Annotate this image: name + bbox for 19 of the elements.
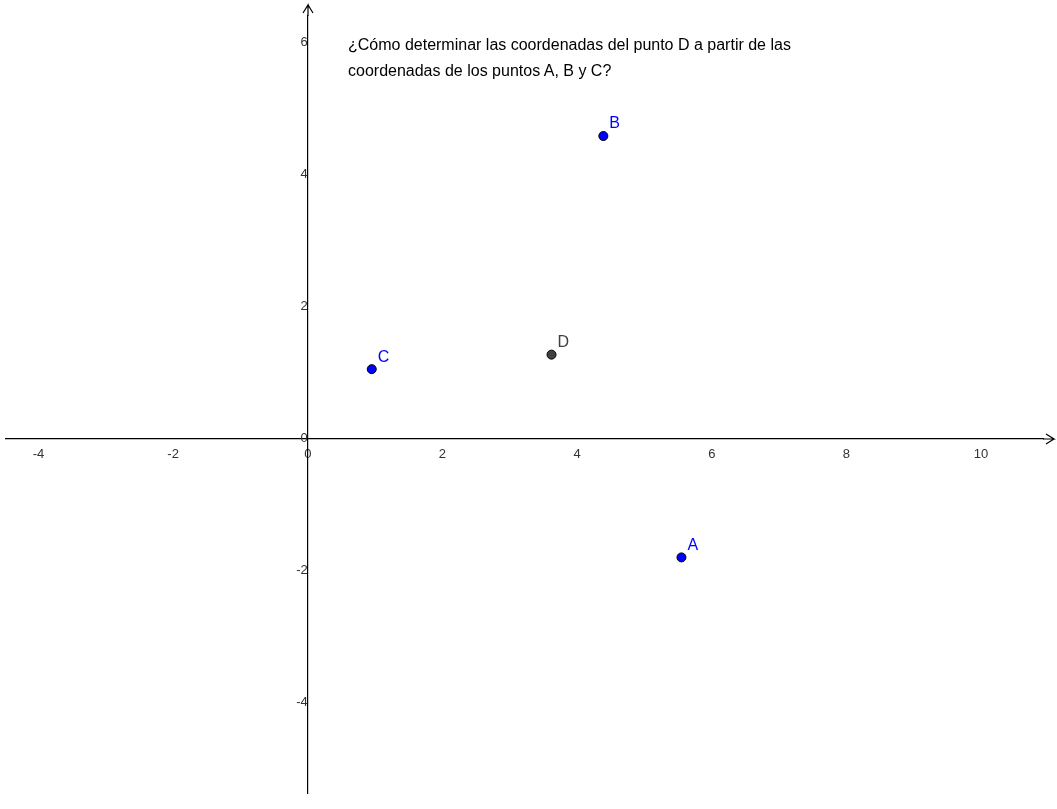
y-tick-label: -2 xyxy=(296,562,308,578)
point xyxy=(676,552,687,563)
x-tick-label: 10 xyxy=(973,445,989,461)
y-tick-label: 6 xyxy=(300,33,308,49)
series-label: A xyxy=(687,535,699,553)
series-label: C xyxy=(377,347,390,365)
series-label: B xyxy=(609,114,621,132)
x-tick-label: 6 xyxy=(708,445,716,461)
point xyxy=(598,131,609,142)
x-tick-label: 2 xyxy=(438,445,447,461)
x-tick-label: -2 xyxy=(167,445,179,461)
point xyxy=(546,349,557,360)
x-tick-label: 4 xyxy=(573,445,581,461)
x-tick-label: 8 xyxy=(842,445,851,461)
series-label: D xyxy=(557,333,570,351)
point xyxy=(366,364,377,375)
y-tick-label: 2 xyxy=(300,297,308,313)
x-tick-label: -4 xyxy=(32,445,45,461)
text: ¿Cómo determinar las coordenadas del punto D a partir de las coordenadas de los puntos A, B y C? xyxy=(348,35,792,81)
